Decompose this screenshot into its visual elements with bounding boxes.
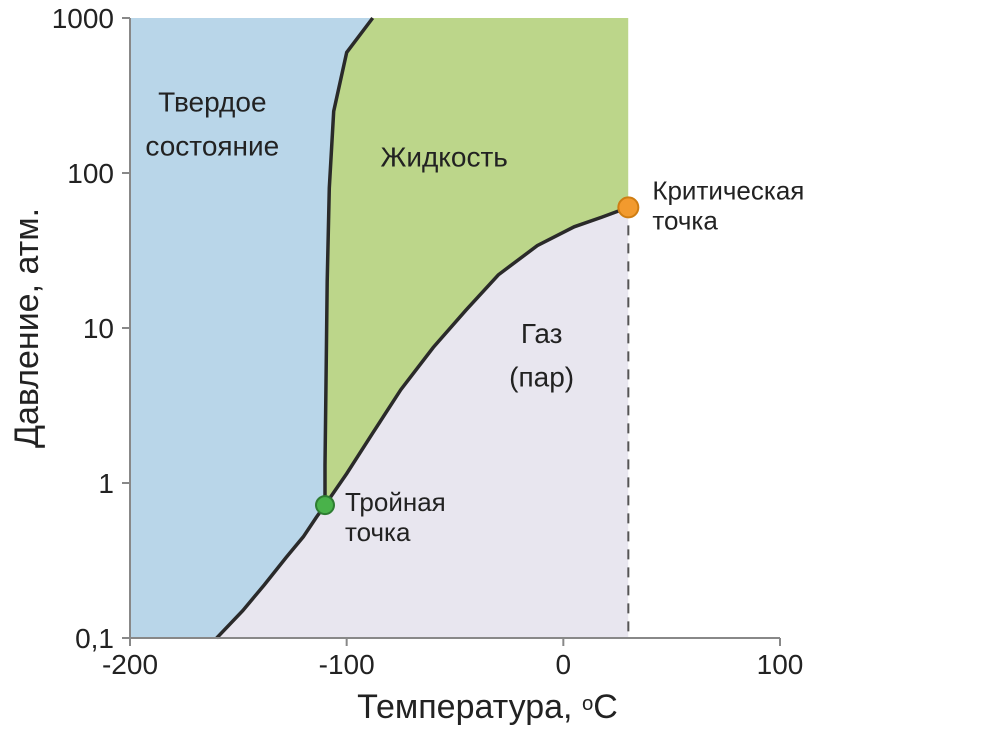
- y-tick-label: 100: [67, 158, 114, 189]
- label-gas-2: (пар): [509, 361, 574, 392]
- label-solid-1: Твердое: [158, 86, 266, 117]
- label-gas-1: Газ: [521, 318, 563, 349]
- triple-point-label-2: точка: [345, 517, 411, 547]
- critical-point: [618, 197, 638, 217]
- chart-svg: 0,11101001000-200-1000100Температура, oC…: [0, 0, 1000, 744]
- x-axis-label: Температура, oC: [357, 688, 618, 726]
- label-solid-2: состояние: [145, 130, 279, 161]
- x-tick-label: 100: [757, 649, 804, 680]
- x-tick-label: 0: [556, 649, 572, 680]
- region-outside: [628, 18, 780, 638]
- x-tick-label: -200: [102, 649, 158, 680]
- critical-point-label-1: Критическая: [652, 175, 804, 205]
- triple-point: [316, 496, 334, 514]
- y-axis-label: Давление, атм.: [8, 208, 46, 448]
- y-tick-label: 1000: [52, 3, 114, 34]
- phase-diagram: 0,11101001000-200-1000100Температура, oC…: [0, 0, 1000, 744]
- triple-point-label-1: Тройная: [345, 487, 446, 517]
- y-tick-label: 1: [98, 468, 114, 499]
- y-tick-label: 10: [83, 313, 114, 344]
- label-liquid: Жидкость: [380, 142, 507, 173]
- x-tick-label: -100: [319, 649, 375, 680]
- critical-point-label-2: точка: [652, 205, 718, 235]
